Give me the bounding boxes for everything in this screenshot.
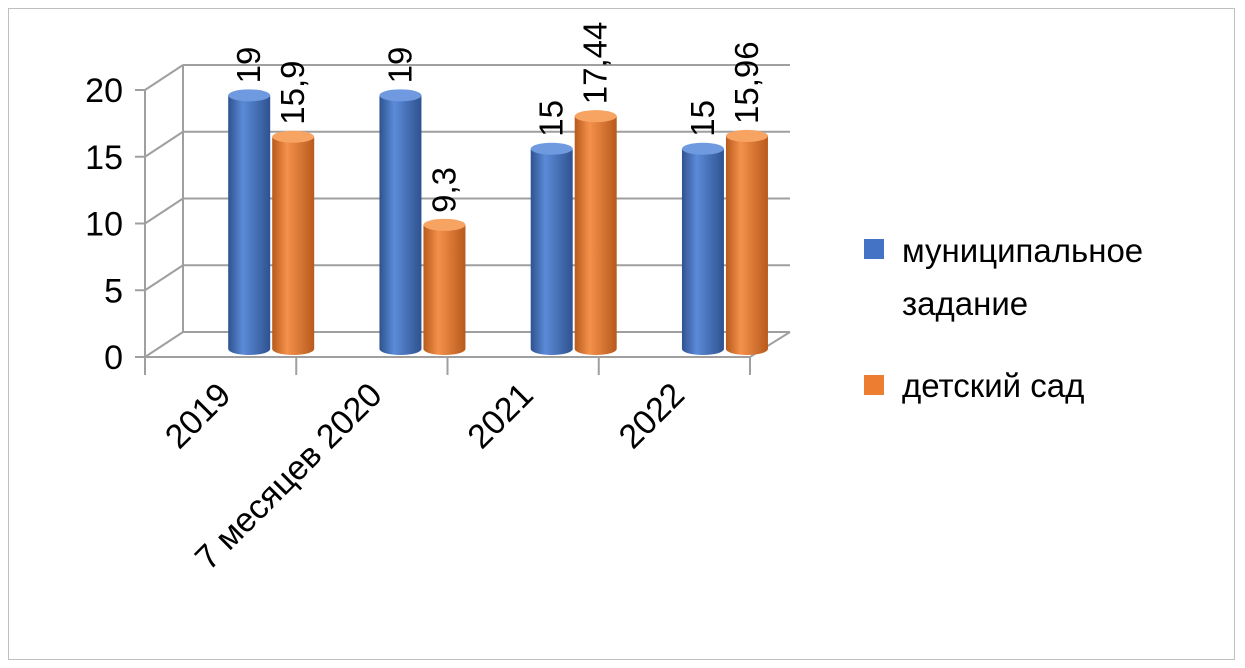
bar-body [228,95,271,355]
bar-top [681,142,724,155]
bar-top [725,129,768,142]
bar-муниципальное-задание-7-месяцев-2020 [379,89,422,355]
legend-label-kindergarten: детский сад [902,367,1084,404]
bar-детский-сад-7-месяцев-2020 [423,218,466,355]
legend-item-kindergarten[interactable]: детский сад [864,367,1084,404]
bar-top [530,142,573,155]
legend-swatch-kindergarten [864,375,884,395]
bar-top [574,110,617,123]
ytick-label-0: 0 [104,339,123,377]
ytick-label-15: 15 [85,139,123,177]
bar-body [530,148,573,355]
bar-body [423,224,466,355]
bar-top [379,89,422,102]
bars [228,89,768,356]
bar-детский-сад-2019 [272,130,315,355]
legend-item-municipal[interactable]: муниципальное задание [864,232,1143,322]
chart-frame [8,8,1235,660]
bar-детский-сад-2022 [725,129,768,355]
bar-муниципальное-задание-2022 [681,142,724,355]
category-label-2021: 2021 [460,376,540,456]
data-label-детский-сад-2021: 17,44 [577,22,614,105]
axes [135,65,791,375]
bar-body [272,136,315,355]
bar-body [725,135,768,355]
bar-top [272,130,315,143]
bar-муниципальное-задание-2021 [530,142,573,355]
gridline-side-5 [144,264,184,292]
gridline-side-15 [144,130,184,158]
category-label-2019: 2019 [158,376,238,456]
data-label-муниципальное-задание-2022: 15 [684,100,721,137]
data-label-муниципальное-задание-7-месяцев-2020: 19 [381,47,418,84]
y-axis-ticks: 0 5 10 15 20 [85,72,123,377]
gridline-side-10 [144,197,184,225]
data-label-детский-сад-2019: 15,9 [274,61,311,125]
bar-body [681,148,724,355]
category-label-2022: 2022 [612,376,692,456]
bar-body [379,95,422,355]
data-label-муниципальное-задание-2019: 19 [230,47,267,84]
data-label-муниципальное-задание-2021: 15 [533,100,570,137]
gridline-side-20 [144,64,184,91]
bar-body [574,116,617,356]
data-label-детский-сад-2022: 15,96 [728,41,765,124]
legend-swatch-municipal [864,239,884,259]
ytick-label-20: 20 [85,72,123,110]
bar-top [228,89,271,102]
ytick-label-5: 5 [104,272,123,310]
legend: муниципальное задание детский сад [864,232,1143,404]
gridline-side-0 [144,331,184,358]
data-label-детский-сад-7-месяцев-2020: 9,3 [425,167,462,213]
bar-муниципальное-задание-2019 [228,89,271,355]
legend-label-municipal-line1: муниципальное [902,232,1143,269]
bar-детский-сад-2021 [574,110,617,356]
legend-label-municipal-line2: задание [902,285,1028,322]
ytick-label-10: 10 [85,206,123,244]
bar-top [423,218,466,231]
